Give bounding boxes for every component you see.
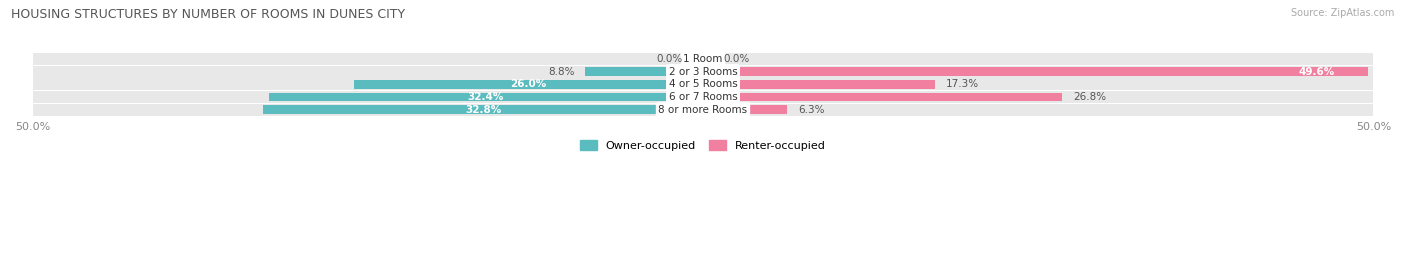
Bar <box>703 104 1374 116</box>
Bar <box>32 104 703 116</box>
Bar <box>354 80 703 89</box>
Bar <box>32 79 703 90</box>
Bar <box>269 93 703 101</box>
Bar <box>703 79 1374 90</box>
Bar <box>703 105 787 114</box>
Text: HOUSING STRUCTURES BY NUMBER OF ROOMS IN DUNES CITY: HOUSING STRUCTURES BY NUMBER OF ROOMS IN… <box>11 8 405 21</box>
Bar <box>32 66 703 77</box>
Text: 26.8%: 26.8% <box>1073 92 1107 102</box>
Text: 26.0%: 26.0% <box>510 79 547 89</box>
Bar <box>703 66 1374 77</box>
Text: 17.3%: 17.3% <box>946 79 979 89</box>
Bar <box>32 53 703 65</box>
Text: 8.8%: 8.8% <box>548 67 574 77</box>
Bar <box>703 91 1374 103</box>
Bar <box>703 80 935 89</box>
Text: 4 or 5 Rooms: 4 or 5 Rooms <box>669 79 737 89</box>
Text: 8 or more Rooms: 8 or more Rooms <box>658 105 748 115</box>
Legend: Owner-occupied, Renter-occupied: Owner-occupied, Renter-occupied <box>581 140 825 151</box>
Bar <box>703 67 1368 76</box>
Text: 32.8%: 32.8% <box>465 105 502 115</box>
Bar <box>585 67 703 76</box>
Text: Source: ZipAtlas.com: Source: ZipAtlas.com <box>1291 8 1395 18</box>
Text: 0.0%: 0.0% <box>723 54 749 64</box>
Text: 49.6%: 49.6% <box>1298 67 1334 77</box>
Bar <box>263 105 703 114</box>
Text: 1 Room: 1 Room <box>683 54 723 64</box>
Text: 6.3%: 6.3% <box>799 105 825 115</box>
Text: 6 or 7 Rooms: 6 or 7 Rooms <box>669 92 737 102</box>
Bar <box>703 53 1374 65</box>
Text: 2 or 3 Rooms: 2 or 3 Rooms <box>669 67 737 77</box>
Text: 0.0%: 0.0% <box>657 54 683 64</box>
Text: 32.4%: 32.4% <box>468 92 503 102</box>
Bar <box>703 93 1063 101</box>
Bar <box>32 91 703 103</box>
